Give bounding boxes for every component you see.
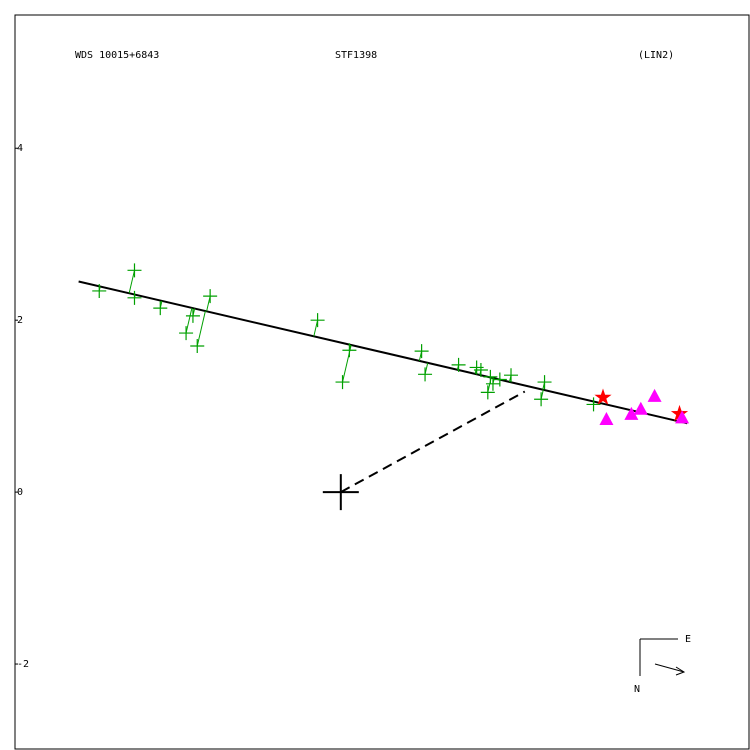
y-tick-label: 0 [17, 487, 23, 498]
observation-point [179, 326, 194, 341]
y-tick-label: 4 [17, 143, 23, 154]
observation-point [190, 338, 205, 353]
annotation: (LIN2) [638, 50, 674, 61]
triangle-point [647, 388, 662, 402]
observation-point [203, 289, 218, 304]
fit-line [78, 280, 688, 425]
residual-line [128, 270, 135, 294]
observation-point [492, 372, 507, 387]
observation-point [127, 290, 142, 305]
compass-east-label: E [685, 634, 691, 645]
observation-point [414, 344, 429, 359]
observation-point [153, 301, 168, 316]
observation-point [342, 343, 357, 358]
residual-line [342, 344, 352, 383]
observation-point [473, 363, 488, 378]
plot-frame [14, 14, 750, 750]
y-tick-label: -2 [17, 659, 29, 670]
triangle-point [599, 412, 614, 426]
observation-point [418, 367, 433, 382]
residual-line [196, 310, 206, 347]
chart-title: WDS 10015+6843 [75, 50, 159, 61]
motion-arrow [654, 663, 685, 673]
triangle-point [675, 410, 690, 424]
dashed-line [340, 390, 526, 493]
observation-point [335, 375, 350, 390]
primary-star [322, 474, 359, 511]
triangle-point [624, 406, 639, 420]
motion-arrow-head [675, 666, 686, 676]
observation-point [451, 357, 466, 372]
compass-north-label: N [634, 684, 640, 695]
triangle-point [633, 401, 648, 415]
observation-point [185, 308, 200, 323]
observation-point [127, 263, 142, 278]
compass: E N [634, 634, 691, 695]
residual-line [313, 320, 319, 337]
chart-subtitle: STF1398 [335, 50, 377, 61]
star-point [594, 388, 612, 405]
star-point [670, 404, 689, 422]
residual-line [185, 307, 193, 334]
y-tick-label: 2 [17, 315, 23, 326]
observation-point [310, 313, 325, 328]
observation-point [534, 392, 549, 407]
observation-point [480, 385, 495, 400]
observation-point [537, 375, 552, 390]
observation-point [92, 283, 107, 298]
observation-point [504, 368, 519, 383]
